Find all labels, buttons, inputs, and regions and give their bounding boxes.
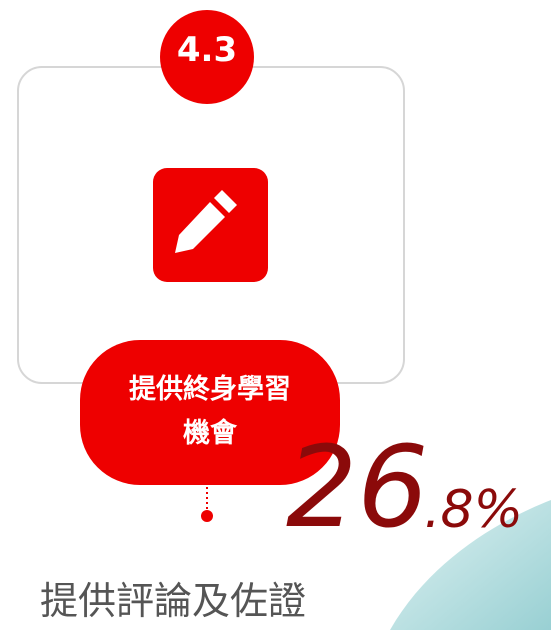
caption: 提供評論及佐證 bbox=[40, 582, 306, 620]
stat-suffix: .8% bbox=[424, 484, 523, 536]
badge-text: 4.3 bbox=[160, 30, 254, 70]
label-line: 提供終身學習 bbox=[80, 368, 340, 412]
stat-main: 26 bbox=[286, 432, 429, 544]
connector-dot bbox=[201, 510, 213, 522]
page: 4.3 提供終身學習 機會 26 .8% 提供評論及佐證 (() => { co… bbox=[0, 0, 551, 630]
